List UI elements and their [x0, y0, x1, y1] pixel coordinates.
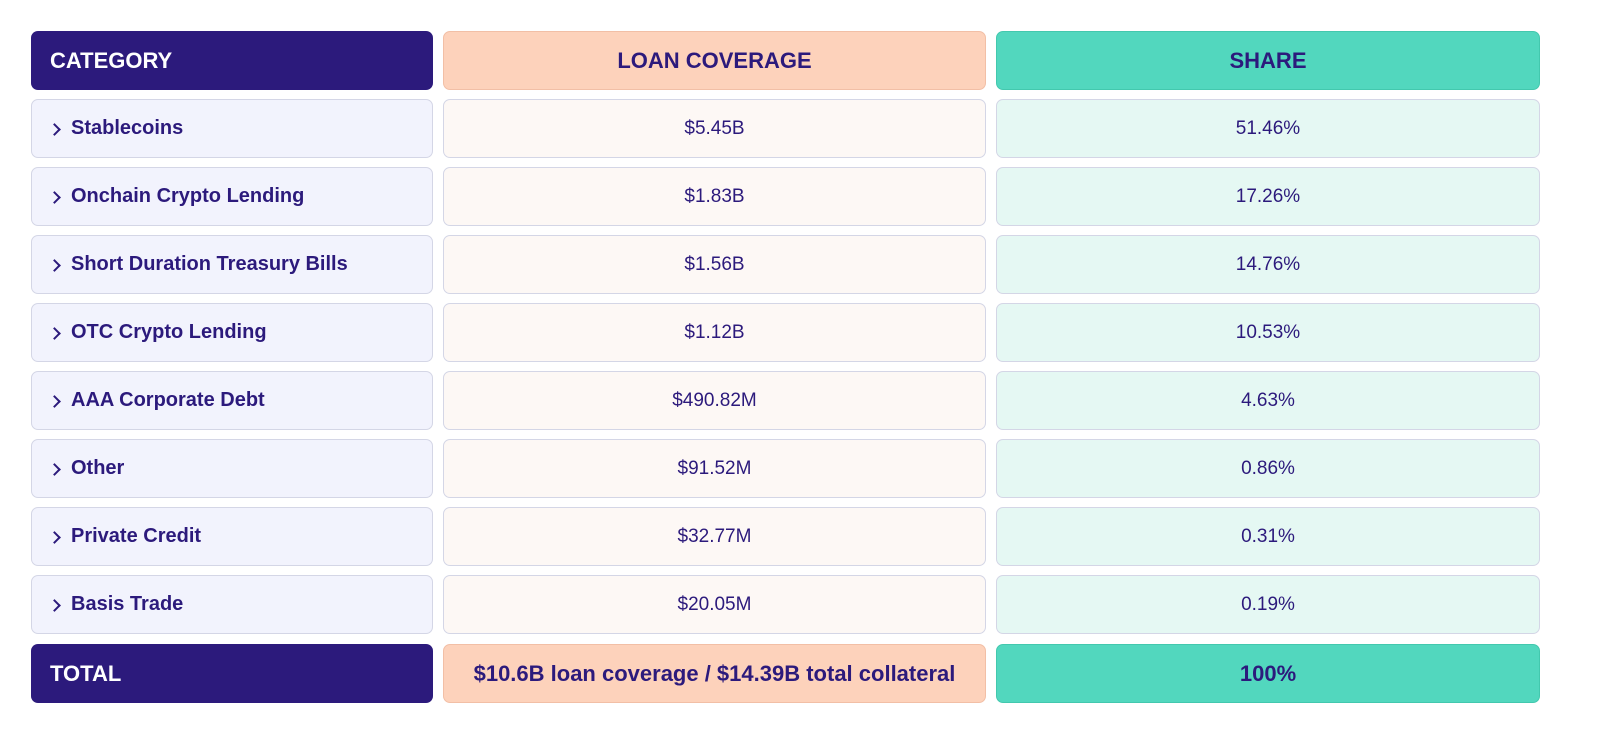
category-label: Short Duration Treasury Bills: [71, 253, 348, 275]
loan-coverage-value: $20.05M: [443, 575, 986, 634]
total-share: 100%: [996, 644, 1540, 703]
header-share: SHARE: [996, 31, 1540, 90]
loan-coverage-value: $490.82M: [443, 371, 986, 430]
total-loan-coverage: $10.6B loan coverage / $14.39B total col…: [443, 644, 986, 703]
share-value: 51.46%: [996, 99, 1540, 158]
category-toggle-other[interactable]: Other: [31, 439, 433, 498]
category-toggle-onchain-crypto-lending[interactable]: Onchain Crypto Lending: [31, 167, 433, 226]
loan-coverage-value: $1.56B: [443, 235, 986, 294]
total-label: TOTAL: [31, 644, 433, 703]
chevron-right-icon: [48, 122, 61, 136]
share-value: 14.76%: [996, 235, 1540, 294]
share-value: 0.86%: [996, 439, 1540, 498]
chevron-right-icon: [48, 190, 61, 204]
header-loan-coverage: LOAN COVERAGE: [443, 31, 986, 90]
loan-coverage-value: $91.52M: [443, 439, 986, 498]
category-label: Private Credit: [71, 525, 202, 547]
loan-coverage-value: $1.83B: [443, 167, 986, 226]
category-toggle-stablecoins[interactable]: Stablecoins: [31, 99, 433, 158]
loan-coverage-value: $1.12B: [443, 303, 986, 362]
share-value: 0.31%: [996, 507, 1540, 566]
chevron-right-icon: [48, 598, 61, 612]
category-toggle-aaa-corporate-debt[interactable]: AAA Corporate Debt: [31, 371, 433, 430]
category-label: Onchain Crypto Lending: [71, 185, 305, 207]
category-toggle-basis-trade[interactable]: Basis Trade: [31, 575, 433, 634]
chevron-right-icon: [48, 530, 61, 544]
category-label: Other: [71, 457, 125, 479]
loan-coverage-value: $32.77M: [443, 507, 986, 566]
category-toggle-private-credit[interactable]: Private Credit: [31, 507, 433, 566]
chevron-right-icon: [48, 394, 61, 408]
category-toggle-short-duration-treasury-bills[interactable]: Short Duration Treasury Bills: [31, 235, 433, 294]
share-value: 0.19%: [996, 575, 1540, 634]
chevron-right-icon: [48, 258, 61, 272]
loan-coverage-value: $5.45B: [443, 99, 986, 158]
category-label: Basis Trade: [71, 593, 184, 615]
category-toggle-otc-crypto-lending[interactable]: OTC Crypto Lending: [31, 303, 433, 362]
loan-coverage-table: CATEGORY LOAN COVERAGE SHARE Stablecoins…: [31, 31, 1568, 703]
share-value: 17.26%: [996, 167, 1540, 226]
share-value: 4.63%: [996, 371, 1540, 430]
header-category: CATEGORY: [31, 31, 433, 90]
chevron-right-icon: [48, 462, 61, 476]
category-label: AAA Corporate Debt: [71, 389, 265, 411]
category-label: OTC Crypto Lending: [71, 321, 267, 343]
chevron-right-icon: [48, 326, 61, 340]
share-value: 10.53%: [996, 303, 1540, 362]
category-label: Stablecoins: [71, 117, 184, 139]
